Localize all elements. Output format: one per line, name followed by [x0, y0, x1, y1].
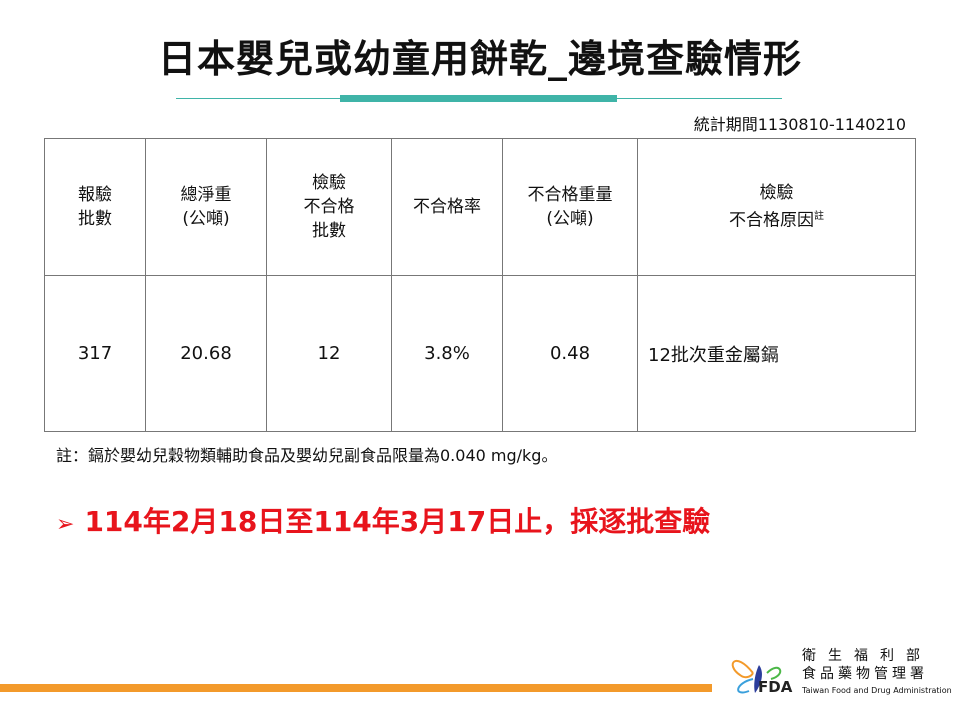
- arrow-bullet-icon: ➢: [56, 512, 75, 537]
- org-english: Taiwan Food and Drug Administration: [802, 686, 952, 695]
- page-title: 日本嬰兒或幼童用餅乾_邊境查驗情形: [157, 37, 802, 81]
- cell-failed-weight: 0.48: [502, 275, 638, 432]
- header-failed-batches: 檢驗 不合格 批數: [266, 138, 392, 276]
- cell-failed-batches: 12: [266, 275, 392, 432]
- cell-failure-reason: 12批次重金屬鎘: [637, 275, 916, 432]
- header-net-weight: 總淨重 (公噸): [145, 138, 267, 276]
- inspection-table: 報驗 批數 總淨重 (公噸) 檢驗 不合格 批數 不合格率 不合格重量 (公噸) 檢驗 不合…: [44, 138, 916, 432]
- header-failure-reason: 檢驗 不合格原因註: [637, 138, 916, 276]
- title-accent-bar: [340, 95, 617, 102]
- org-line2: 食品藥物管理署: [802, 666, 928, 682]
- table-header-row: 報驗 批數 總淨重 (公噸) 檢驗 不合格 批數 不合格率 不合格重量 (公噸) 檢驗 不合…: [44, 138, 916, 276]
- butterfly-logo-icon: [731, 660, 782, 694]
- cell-failure-rate: 3.8%: [391, 275, 503, 432]
- org-line1: 衛生福利部: [802, 648, 932, 664]
- cell-batches: 317: [44, 275, 146, 432]
- header-failed-weight: 不合格重量 (公噸): [502, 138, 638, 276]
- headline: ➢ 114年2月18日至114年3月17日止，採逐批查驗: [56, 505, 711, 538]
- footer-bar: [0, 684, 712, 692]
- statistics-period: 統計期間1130810-1140210: [693, 115, 906, 134]
- footnote: 註：鎘於嬰幼兒穀物類輔助食品及嬰幼兒副食品限量為0.040 mg/kg。: [56, 446, 558, 465]
- table-row: 317 20.68 12 3.8% 0.48 12批次重金屬鎘: [44, 275, 916, 432]
- header-batches: 報驗 批數: [44, 138, 146, 276]
- cell-net-weight: 20.68: [145, 275, 267, 432]
- fda-abbr: FDA: [758, 678, 793, 696]
- header-failure-rate: 不合格率: [391, 138, 503, 276]
